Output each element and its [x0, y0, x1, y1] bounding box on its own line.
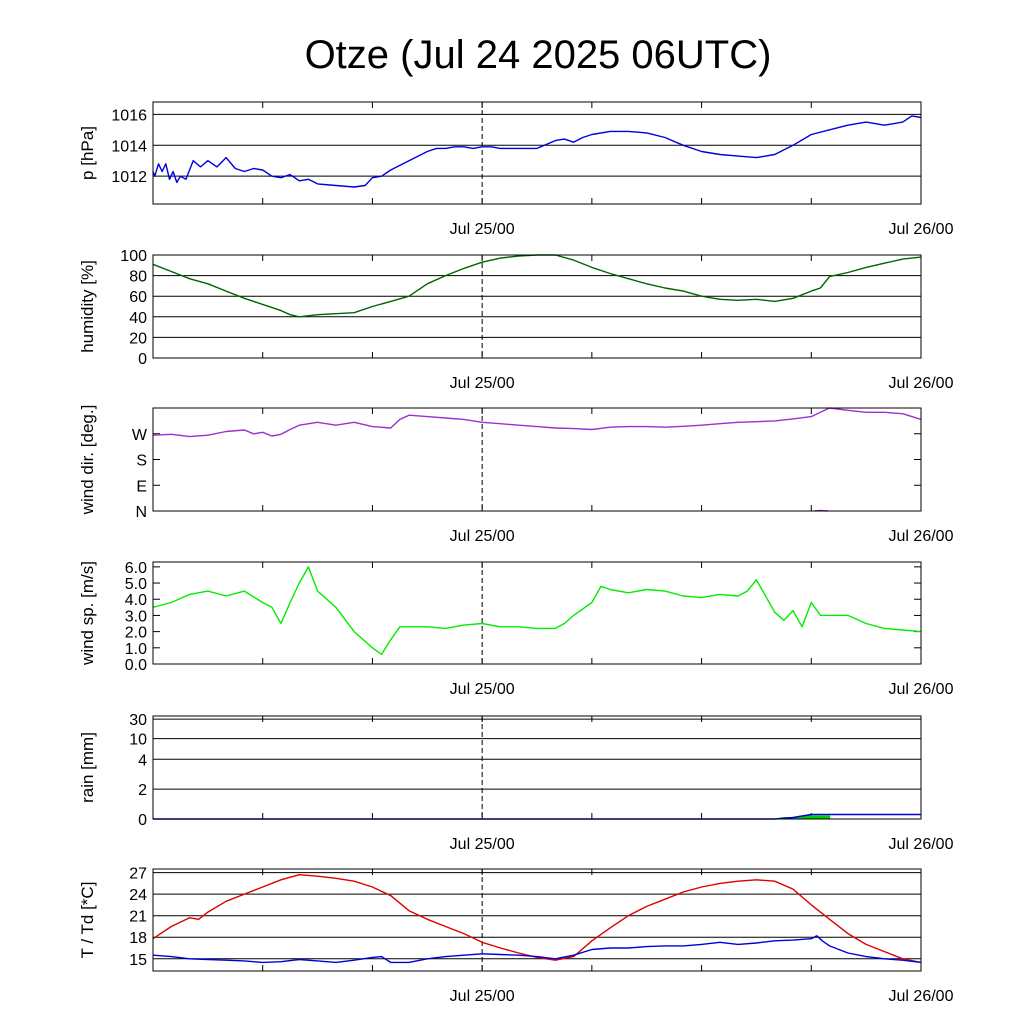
wind_speed-ytick-label: 3.0	[125, 608, 147, 625]
humidity-ytick-label: 80	[129, 269, 147, 286]
wind_direction-ylabel: wind dir. [deg.]	[78, 405, 97, 516]
wind_speed-ylabel: wind sp. [m/s]	[78, 561, 97, 666]
temperature-ytick-label: 24	[129, 887, 147, 904]
humidity-ytick-label: 40	[129, 310, 147, 327]
humidity-ytick-label: 60	[129, 289, 147, 306]
wind_direction-ytick-label: N	[135, 504, 147, 521]
pressure-xtick-label: Jul 26/00	[889, 221, 954, 238]
wind_speed-ytick-label: 5.0	[125, 576, 147, 593]
temperature-panel: 15 18 21 24 27 T / Td [*C] Jul 25/00 Jul 26/00	[78, 866, 954, 1005]
wind_speed-ytick-label: 6.0	[125, 560, 147, 577]
chart-title: Otze (Jul 24 2025 06UTC)	[305, 33, 772, 77]
wind_speed-ytick-label: 1.0	[125, 641, 147, 658]
wind_speed-xtick-label: Jul 26/00	[889, 681, 954, 698]
wind_speed-series-line	[152, 566, 922, 655]
pressure-frame	[152, 101, 922, 205]
humidity-ylabel: humidity [%]	[78, 260, 97, 353]
pressure-panel: 1012 1014 1016 p [hPa] Jul 25/00 Jul 26/00	[78, 101, 954, 238]
rain-ytick-label: 30	[129, 712, 147, 729]
wind_direction-ytick-label: W	[132, 427, 148, 444]
temperature-ytick-label: 27	[129, 866, 147, 883]
rain-ytick-label: 2	[138, 782, 147, 799]
wind_direction-xtick-label: Jul 26/00	[889, 528, 954, 545]
humidity-series-line	[152, 254, 922, 318]
rain-panel: 0 2 4 10 30 rain [mm] Jul 25/00 Jul 26/00	[78, 712, 954, 853]
wind_speed-ytick-label: 4.0	[125, 592, 147, 609]
rain-ytick-label: 10	[129, 732, 147, 749]
rain-xtick-label: Jul 26/00	[889, 836, 954, 853]
wind_direction-frame	[152, 407, 922, 512]
temperature-xtick-label: Jul 25/00	[450, 988, 515, 1005]
pressure-ytick-label: 1012	[111, 169, 147, 186]
temperature-series-line-T	[152, 874, 922, 964]
wind_speed-ytick-label: 0.0	[125, 657, 147, 674]
humidity-ytick-label: 20	[129, 330, 147, 347]
rain-ylabel: rain [mm]	[78, 732, 97, 803]
temperature-frame	[152, 868, 922, 972]
pressure-ylabel: p [hPa]	[78, 126, 97, 180]
wind_speed-xtick-label: Jul 25/00	[450, 681, 515, 698]
temperature-xtick-label: Jul 26/00	[889, 988, 954, 1005]
humidity-frame	[152, 254, 922, 359]
rain-xtick-label: Jul 25/00	[450, 836, 515, 853]
temperature-ytick-label: 21	[129, 909, 147, 926]
wind_direction-ytick-label: S	[136, 453, 147, 470]
wind_speed-panel: 0.01.02.03.04.05.06.0 wind sp. [m/s] Jul 2…	[78, 560, 954, 698]
humidity-xtick-label: Jul 25/00	[450, 375, 515, 392]
temperature-ytick-label: 18	[129, 930, 147, 947]
pressure-ytick-label: 1014	[111, 138, 147, 155]
pressure-series-line	[152, 115, 922, 188]
rain-ytick-label: 0	[138, 812, 147, 829]
wind_speed-frame	[152, 561, 922, 665]
humidity-ytick-label: 100	[120, 248, 147, 265]
pressure-xtick-label: Jul 25/00	[450, 221, 515, 238]
temperature-series-line-Td	[152, 935, 922, 964]
humidity-ytick-label: 0	[138, 351, 147, 368]
rain-frame	[152, 715, 922, 820]
rain-ytick-label: 4	[138, 752, 147, 769]
wind_direction-series-line	[152, 407, 922, 438]
wind_direction-xtick-label: Jul 25/00	[450, 528, 515, 545]
humidity-panel: 0 20 40 60 80 100 humidity [%] Jul 25/00 Jul 26/…	[78, 248, 954, 392]
wind_speed-ytick-label: 2.0	[125, 625, 147, 642]
temperature-ylabel: T / Td [*C]	[78, 882, 97, 959]
wind_direction-ytick-label: E	[136, 478, 147, 495]
humidity-xtick-label: Jul 26/00	[889, 375, 954, 392]
pressure-ytick-label: 1016	[111, 107, 147, 124]
temperature-ytick-label: 15	[129, 952, 147, 969]
